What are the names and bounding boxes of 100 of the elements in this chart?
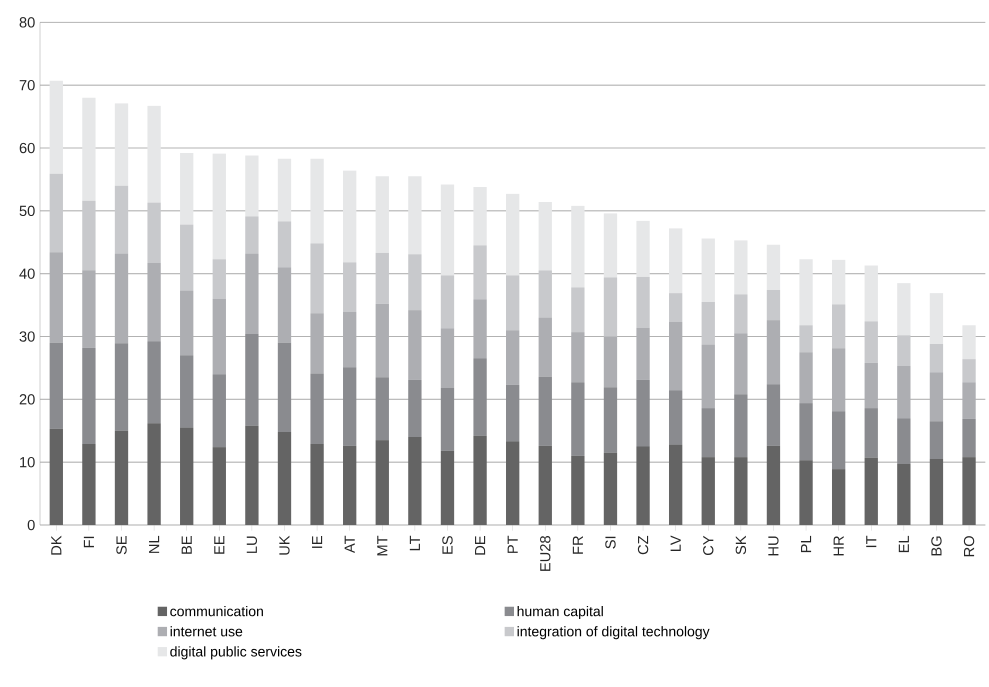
y-tick-label: 40 [19,268,35,279]
bar [702,302,715,345]
bar [734,333,748,394]
bar [538,202,552,271]
bar [343,312,356,368]
bar [832,304,846,348]
bar [114,186,128,254]
bar [636,328,650,380]
x-tick-label: MT [377,536,388,556]
x-tick-label: FI [84,536,94,548]
bar [702,408,715,458]
bar [636,380,650,446]
bar [930,421,944,460]
bar [604,452,618,526]
bar [440,388,454,451]
bar [114,254,128,344]
bar [930,372,944,422]
bar [180,224,194,291]
bar [636,446,650,526]
bar [668,293,682,322]
bar [734,457,748,526]
y-tick-label: 50 [20,206,35,216]
bar [668,390,682,445]
x-tick-label: FR [572,536,583,554]
bar [962,382,976,419]
bar [962,457,976,526]
x-tick-label: UK [279,536,290,555]
bar [278,432,292,526]
bar [766,320,780,384]
bar [799,259,813,326]
bar [864,321,878,363]
bar [668,228,682,294]
bar [376,176,389,253]
legend-label: communication [170,606,263,616]
bar [473,186,487,246]
bar [212,154,226,260]
bar [538,376,552,446]
bar [766,446,780,526]
bar [343,170,356,262]
bar [310,158,324,244]
bar [799,403,813,460]
bar [440,450,454,526]
bar [408,176,422,254]
y-tick-label: 0 [28,520,35,530]
bar [832,260,846,304]
bar [278,267,292,343]
bar [864,408,878,458]
bar [571,456,585,526]
bar [702,238,715,302]
bar [50,342,63,429]
bar [864,362,878,408]
bar [604,277,618,337]
x-tick-label: PL [801,536,812,552]
bar [734,294,748,334]
x-tick-label: DK [51,536,62,555]
bar [245,334,259,426]
bar [82,200,96,271]
bar [114,103,128,186]
bar [962,418,976,458]
bar [212,298,226,374]
bar [604,336,618,388]
x-tick-label: BE [182,536,192,554]
x-tick-label: IT [866,536,876,548]
bar [278,222,292,268]
x-tick-label: CY [703,536,714,556]
bar [473,299,487,358]
y-tick-label: 10 [20,456,35,468]
legend-label: internet use [170,626,242,636]
bar [604,213,618,278]
bar [343,262,356,312]
bar [82,98,96,201]
bar [604,387,618,453]
bar [930,293,944,344]
x-tick-label: SE [116,536,127,554]
bar [832,469,846,526]
bar [408,437,422,526]
x-tick-label: LV [670,535,681,552]
x-tick-label: RO [964,536,974,556]
bar [50,80,63,174]
bar [897,418,911,464]
bar [897,464,911,526]
bar [799,325,813,352]
bar [245,426,259,526]
bar [310,244,324,314]
x-tick-label: CZ [638,536,648,554]
bar [343,367,356,446]
bar [832,411,846,470]
bar [147,423,161,526]
x-tick-label: SI [605,536,616,549]
x-tick-label: SK [736,536,746,554]
bar [147,342,161,424]
x-tick-label: NL [149,536,160,553]
bar [571,206,585,288]
x-tick-label: PT [508,536,518,553]
bar [506,441,520,526]
bar [114,430,128,526]
bar [114,343,128,431]
legend-label: human capital [518,606,603,620]
bar [180,428,194,526]
bar [702,457,715,526]
